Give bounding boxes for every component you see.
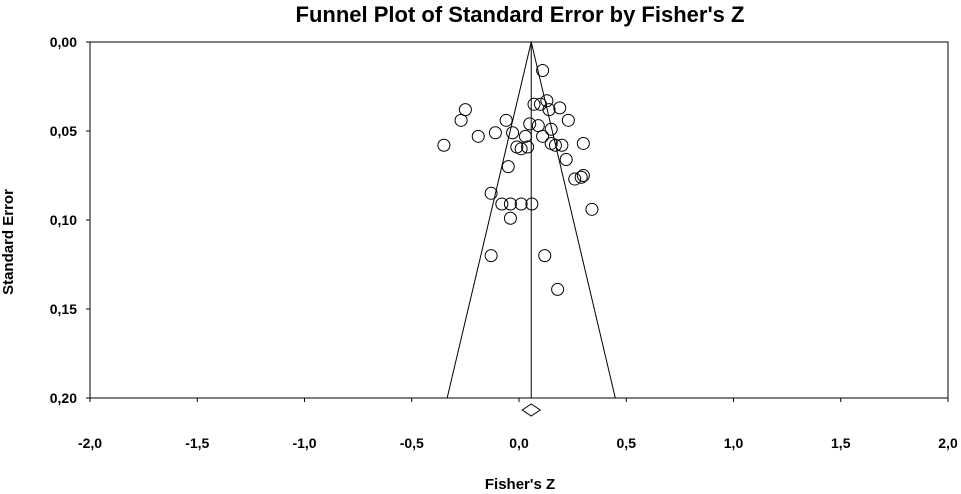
study-point (555, 138, 569, 152)
study-point (561, 113, 575, 127)
y-axis: 0,00 0,05 0,10 0,15 0,20 (50, 34, 90, 406)
study-point (553, 101, 567, 115)
study-point (536, 63, 550, 77)
x-tick-label: -2,0 (78, 435, 102, 451)
study-point (499, 113, 513, 127)
study-point (576, 169, 590, 182)
study-point (514, 197, 528, 211)
study-point (521, 140, 535, 154)
study-points (437, 63, 599, 296)
study-point (518, 129, 532, 143)
study-point (536, 129, 550, 143)
study-point (542, 103, 556, 117)
study-point (527, 97, 541, 111)
study-point (484, 249, 498, 263)
study-point (540, 94, 554, 108)
study-point (503, 197, 517, 211)
x-axis-label: Fisher's Z (485, 476, 555, 493)
study-point (574, 170, 588, 184)
study-point (568, 172, 582, 186)
study-point (551, 282, 565, 296)
study-point (559, 152, 573, 166)
chart-title: Funnel Plot of Standard Error by Fisher'… (296, 2, 745, 27)
x-tick-label: 1,5 (831, 435, 851, 451)
funnel-left-line (446, 41, 532, 399)
study-point (576, 136, 590, 150)
study-point (544, 122, 558, 136)
study-point (495, 197, 509, 211)
study-point (437, 138, 451, 152)
study-point (484, 186, 498, 200)
study-point (501, 160, 515, 174)
x-tick-label: 0,0 (509, 435, 529, 451)
y-tick-label: 0,05 (50, 123, 77, 139)
study-point (506, 126, 520, 140)
x-tick-label: 0,5 (617, 435, 637, 451)
study-point (585, 202, 599, 216)
y-tick-label: 0,00 (50, 34, 77, 50)
study-point (488, 126, 502, 140)
y-tick-label: 0,10 (50, 212, 77, 228)
x-tick-label: 2,0 (938, 435, 958, 451)
study-point (454, 113, 468, 127)
y-axis-label: Standard Error (0, 189, 17, 295)
study-point (471, 129, 485, 143)
study-point (523, 117, 537, 131)
funnel-lines (446, 41, 616, 417)
y-tick-label: 0,20 (50, 390, 77, 406)
study-point (548, 138, 562, 152)
study-point (503, 211, 517, 225)
y-tick-label: 0,15 (50, 301, 77, 317)
study-point (514, 142, 528, 156)
x-axis: -2,0 -1,5 -1,0 -0,5 0,0 0,5 1,0 1,5 2,0 (78, 398, 958, 451)
study-point (525, 197, 539, 211)
x-tick-label: 1,0 (724, 435, 744, 451)
study-point (538, 249, 552, 263)
x-tick-label: -0,5 (400, 435, 424, 451)
x-tick-label: -1,5 (185, 435, 209, 451)
x-tick-label: -1,0 (292, 435, 316, 451)
summary-effect-diamond (521, 403, 542, 417)
